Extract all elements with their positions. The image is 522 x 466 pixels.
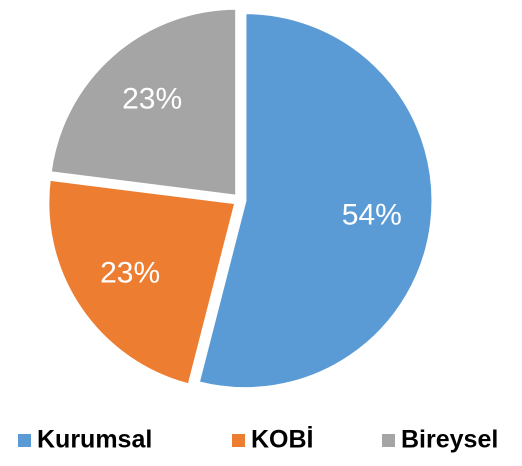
legend-swatch <box>382 434 395 447</box>
pie-slice <box>48 6 239 198</box>
legend-label: Bireysel <box>401 426 498 454</box>
data-label: 23% <box>122 82 182 115</box>
legend-swatch <box>232 434 245 447</box>
legend-label: KOBİ <box>251 426 314 454</box>
data-label: 54% <box>342 199 402 232</box>
legend-label: Kurumsal <box>37 426 152 454</box>
data-label: 23% <box>100 257 160 290</box>
legend-swatch <box>18 434 31 447</box>
pie-slice <box>46 177 238 387</box>
pie-slice <box>196 11 435 391</box>
